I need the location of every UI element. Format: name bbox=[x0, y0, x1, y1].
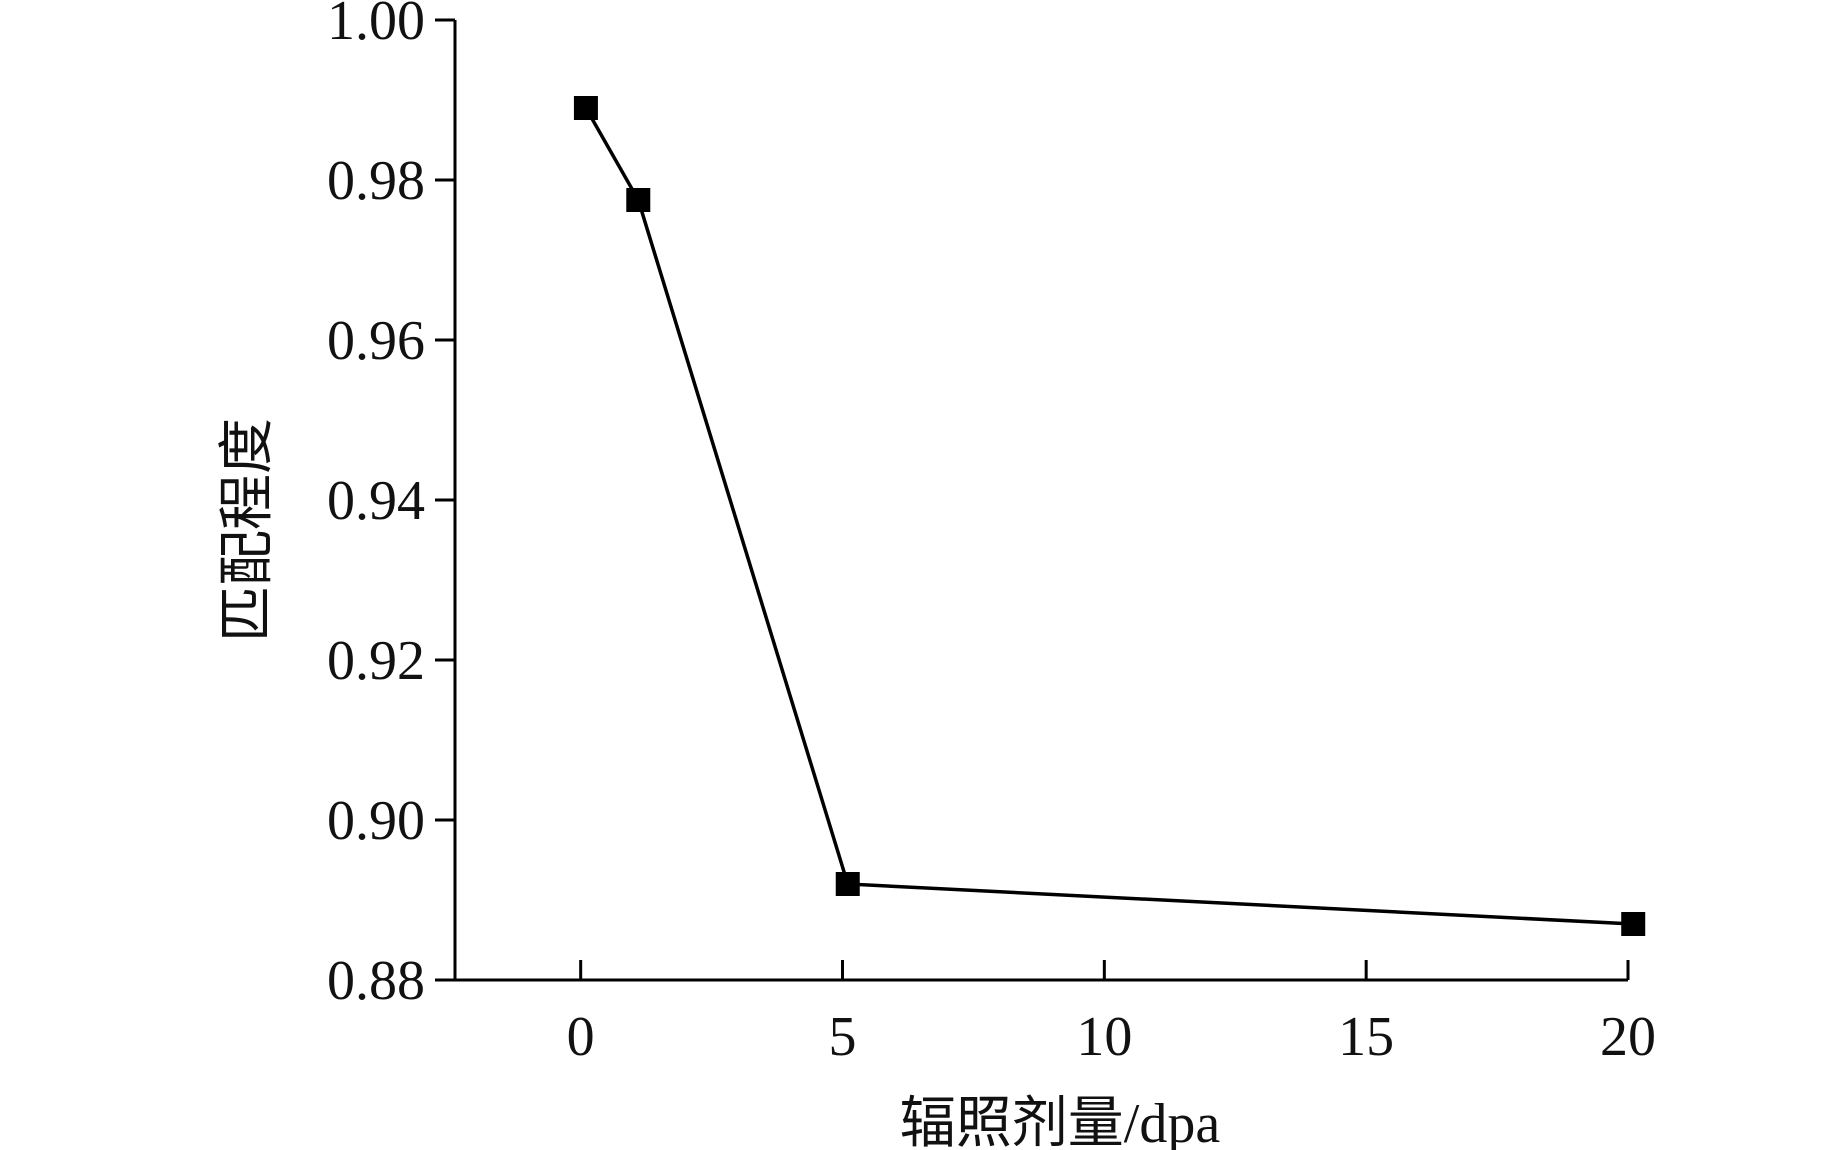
series-line bbox=[584, 107, 1634, 926]
series-layer bbox=[573, 96, 1646, 936]
y-axis-title: 匹配程度 bbox=[217, 418, 279, 642]
y-tick-label: 0.88 bbox=[327, 950, 425, 1012]
y-tick-label: 1.00 bbox=[327, 0, 425, 52]
data-point bbox=[1621, 912, 1646, 936]
y-tick-label: 0.94 bbox=[327, 470, 425, 532]
axes bbox=[453, 20, 1628, 982]
data-point bbox=[573, 96, 598, 120]
x-tick-label: 20 bbox=[1600, 1006, 1656, 1068]
x-tick-label: 5 bbox=[829, 1006, 857, 1068]
ticks: 0.88 0.90 0.92 0.94 0.96 0.98 1.00 0 5 10 15 20 bbox=[327, 0, 1656, 1068]
x-tick-label: 15 bbox=[1338, 1006, 1394, 1068]
y-tick-label: 0.92 bbox=[327, 630, 425, 692]
y-tick-label: 0.90 bbox=[327, 790, 425, 852]
y-tick-label: 0.96 bbox=[327, 310, 425, 372]
x-tick-label: 10 bbox=[1076, 1006, 1132, 1068]
y-tick-label: 0.98 bbox=[327, 150, 425, 212]
x-tick-label: 0 bbox=[567, 1006, 595, 1068]
x-axis-title: 辐照剂量/dpa bbox=[900, 1093, 1221, 1150]
data-point bbox=[626, 188, 651, 212]
data-point bbox=[835, 872, 860, 896]
